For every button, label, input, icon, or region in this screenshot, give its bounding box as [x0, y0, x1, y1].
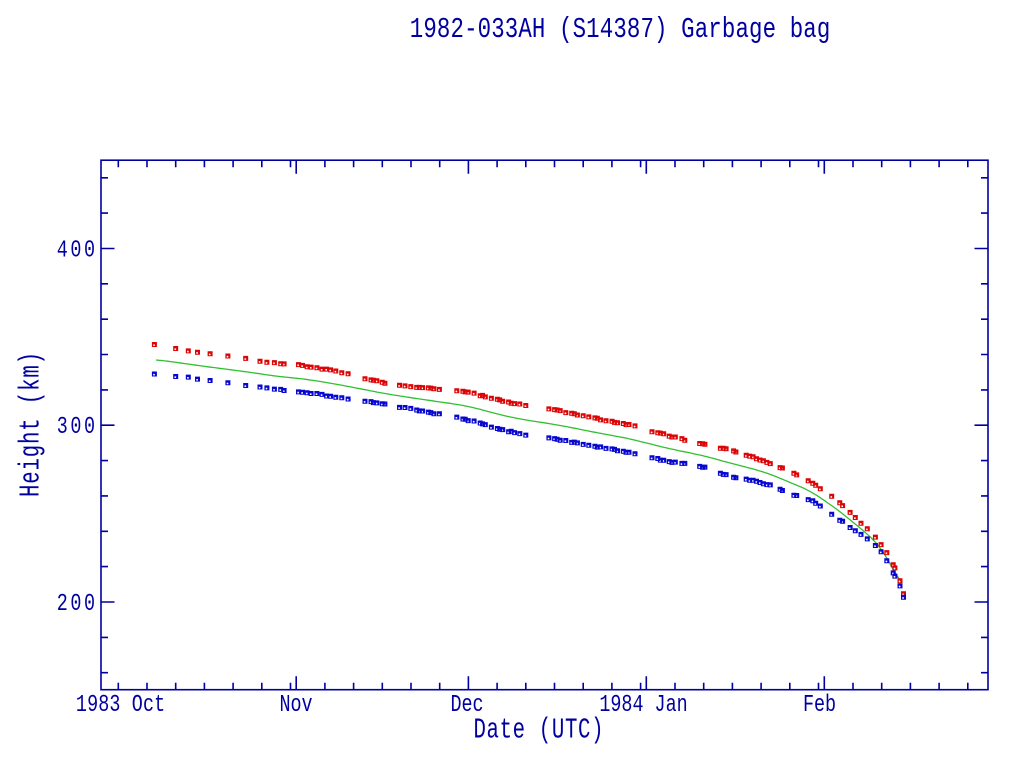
svg-text:Nov: Nov: [279, 692, 312, 719]
svg-text:1983 Oct: 1983 Oct: [76, 692, 165, 719]
svg-text:Feb: Feb: [803, 692, 836, 719]
svg-text:200: 200: [57, 591, 95, 618]
svg-text:Date (UTC): Date (UTC): [474, 713, 604, 746]
svg-text:300: 300: [57, 414, 95, 441]
svg-text:Height (km): Height (km): [14, 352, 47, 497]
svg-text:400: 400: [57, 237, 95, 264]
svg-text:1982-033AH (S14387) Garbage ba: 1982-033AH (S14387) Garbage bag: [410, 13, 831, 47]
svg-text:1984 Jan: 1984 Jan: [599, 692, 687, 719]
svg-text:Dec: Dec: [450, 692, 483, 719]
